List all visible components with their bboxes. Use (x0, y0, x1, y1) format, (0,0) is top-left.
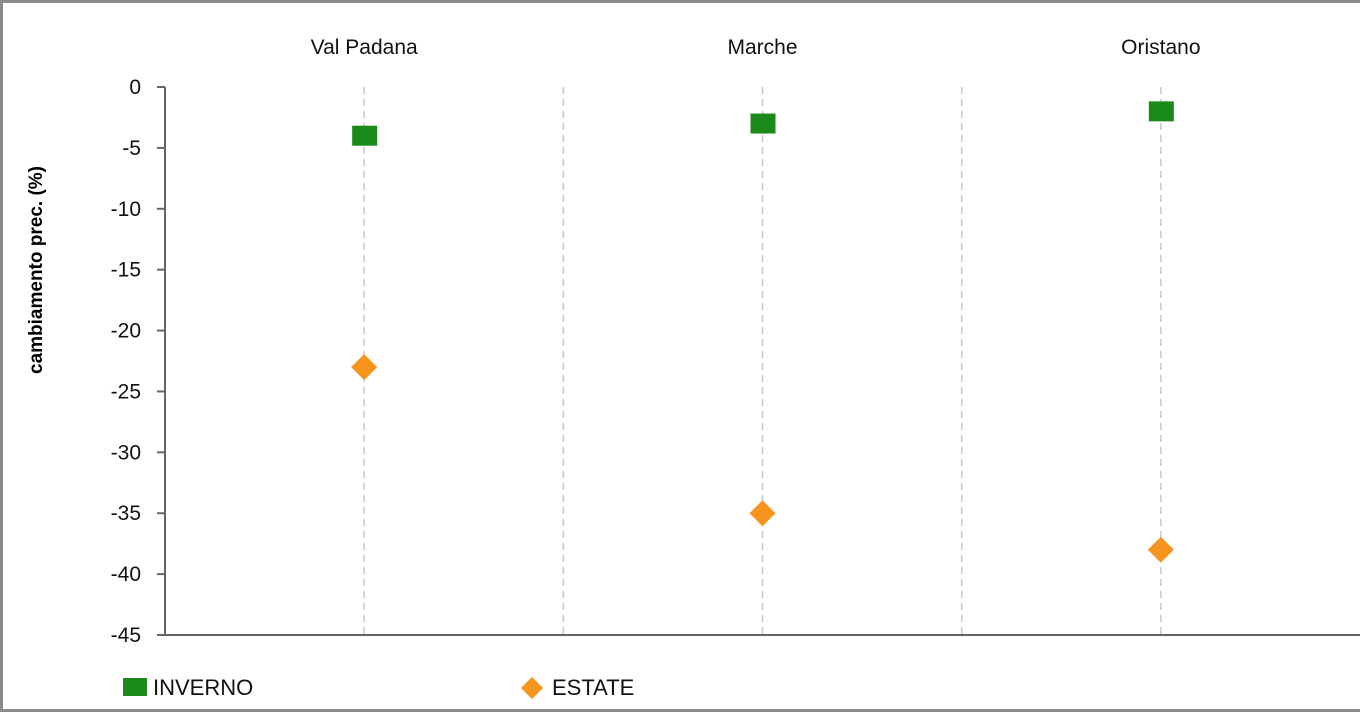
y-tick-label: -30 (111, 441, 141, 464)
legend-estate-label: ESTATE (552, 675, 634, 700)
y-tick-label: -10 (111, 198, 141, 221)
axes (164, 87, 1360, 636)
y-tick-label: -45 (111, 624, 141, 647)
gridlines (363, 87, 1162, 635)
estate-point (351, 354, 378, 381)
y-tick-label: -20 (111, 320, 141, 343)
y-tick-label: -40 (111, 563, 141, 586)
y-tick-labels: 0 -5 -10 -15 -20 -25 -30 -35 -40 -45 (111, 76, 165, 647)
y-axis-label: cambiamento prec. (%) (26, 166, 47, 374)
inverno-point (352, 125, 378, 146)
y-tick-label: -25 (111, 380, 141, 403)
y-tick-label: -15 (111, 259, 141, 282)
category-labels: Val Padana Marche Oristano (311, 36, 1201, 59)
category-label: Marche (727, 36, 797, 59)
y-tick-label: -35 (111, 502, 141, 525)
inverno-point (1148, 101, 1174, 122)
y-tick-label: -5 (122, 137, 141, 160)
legend-inverno-label: INVERNO (153, 675, 253, 700)
estate-point (749, 500, 776, 527)
inverno-point (750, 113, 776, 134)
category-label: Oristano (1121, 36, 1200, 59)
category-label: Val Padana (311, 36, 418, 59)
legend-inverno-swatch (123, 678, 147, 696)
y-tick-label: 0 (129, 76, 141, 99)
legend-estate-swatch (521, 677, 543, 699)
legend: INVERNO ESTATE (123, 675, 634, 700)
estate-point (1147, 536, 1174, 563)
data-points (351, 101, 1174, 563)
